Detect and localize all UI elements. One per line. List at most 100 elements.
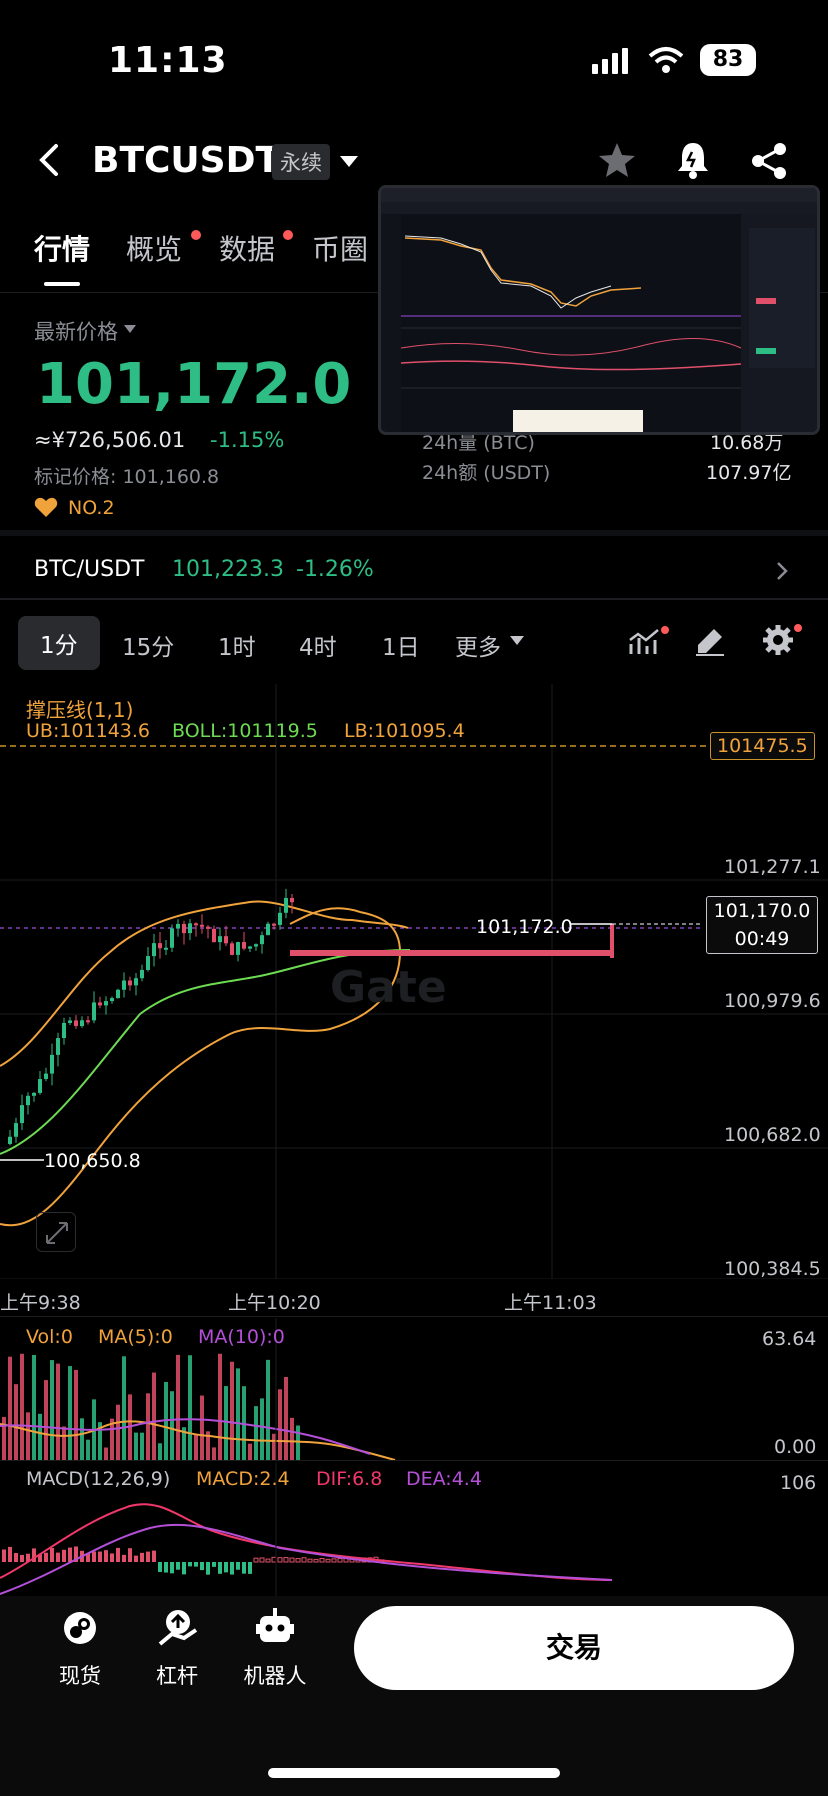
tab-overview[interactable]: 概览 <box>126 233 183 266</box>
volume-bar <box>254 1406 258 1460</box>
macd-bar <box>110 1553 114 1562</box>
macd-bar <box>331 1558 337 1563</box>
macd-bar <box>265 1558 271 1563</box>
timeframe-4h[interactable]: 4时 <box>299 635 337 661</box>
tab-market[interactable]: 行情 <box>34 233 91 266</box>
macd-bar <box>26 1553 30 1562</box>
candle-body <box>290 898 294 903</box>
symbol-title[interactable]: BTCUSDT <box>92 140 281 181</box>
volume-bar <box>296 1425 300 1460</box>
volume-bar <box>290 1417 294 1460</box>
back-arrow-icon[interactable] <box>36 142 62 178</box>
timeframe-more[interactable]: 更多 <box>455 635 501 661</box>
volume-bar <box>230 1361 234 1460</box>
volume-bar <box>74 1369 78 1460</box>
price-dropdown-caret-icon[interactable] <box>124 325 136 333</box>
dropdown-caret-icon[interactable] <box>340 156 358 168</box>
spot-pair[interactable]: BTC/USDT <box>34 557 145 582</box>
vol-btc-label: 24h量 (BTC) <box>422 432 535 454</box>
x-axis-label: 上午9:38 <box>0 1292 81 1314</box>
candle-body <box>164 947 168 950</box>
candle-body <box>182 923 186 934</box>
cellular-signal-icon <box>592 48 628 74</box>
price-change: -1.15% <box>210 428 285 452</box>
more-caret-icon[interactable] <box>510 636 524 645</box>
macd-bar <box>248 1562 252 1574</box>
volume-bar <box>98 1422 102 1460</box>
candle-body <box>110 998 114 1002</box>
candle-body <box>278 912 282 925</box>
volume-bar <box>200 1395 204 1460</box>
last-price-label[interactable]: 最新价格 <box>34 320 118 344</box>
settings-gear-icon[interactable] <box>762 624 794 656</box>
volume-bar <box>38 1413 42 1460</box>
draw-pen-icon[interactable] <box>694 626 726 656</box>
candle-body <box>44 1073 48 1080</box>
macd-bar <box>38 1554 42 1562</box>
robot-icon[interactable] <box>256 1608 294 1646</box>
chevron-right-icon[interactable] <box>776 561 788 581</box>
gate-watermark: Gate <box>330 962 447 1013</box>
macd-bar <box>176 1562 180 1570</box>
vol-btc: 10.68万 <box>710 432 784 454</box>
macd-bar <box>212 1562 216 1567</box>
volume-label: Vol:0 <box>26 1326 73 1348</box>
candle-body <box>230 943 234 955</box>
macd-bar <box>206 1562 210 1575</box>
margin-icon[interactable] <box>158 1608 198 1646</box>
spot-divider <box>0 598 828 600</box>
candle-body <box>218 936 222 943</box>
contract-type-badge[interactable]: 永续 <box>272 144 330 180</box>
macd-bar <box>295 1558 301 1563</box>
spot-icon[interactable] <box>62 1610 98 1646</box>
macd-bar <box>224 1562 228 1573</box>
candle-body <box>140 969 144 979</box>
volume-bar <box>2 1416 6 1460</box>
timeframe-1d[interactable]: 1日 <box>382 635 420 661</box>
battery-indicator: 83 <box>700 44 756 76</box>
candle-body <box>122 980 126 990</box>
indicator-icon[interactable] <box>628 626 662 656</box>
volume-bar <box>26 1412 30 1460</box>
macd-bar <box>319 1557 325 1563</box>
candle-body <box>206 926 210 929</box>
candlestick-chart[interactable]: 撑压线(1,1) UB:101143.6 BOLL:101119.5 LB:10… <box>0 684 828 1280</box>
volume-panel[interactable]: Vol:0 MA(5):0 MA(10):0 63.64 0.00 <box>0 1318 828 1460</box>
volume-bar <box>86 1439 90 1460</box>
macd-bar <box>68 1547 72 1562</box>
macd-panel[interactable]: MACD(12,26,9) MACD:2.4 DIF:6.8 DEA:4.4 1… <box>0 1462 828 1596</box>
timeframe-1h[interactable]: 1时 <box>218 635 256 661</box>
timeframe-15m[interactable]: 15分 <box>122 635 175 661</box>
candle-body <box>254 944 258 947</box>
candle-body <box>284 898 288 913</box>
floating-chart-thumbnail[interactable] <box>378 185 820 435</box>
candle-body <box>188 923 192 934</box>
volume-bar <box>170 1391 174 1460</box>
timeframe-1m[interactable]: 1分 <box>18 616 100 670</box>
nav-bot[interactable]: 机器人 <box>243 1664 307 1688</box>
trade-button[interactable]: 交易 <box>354 1606 794 1690</box>
candle-body <box>80 1020 84 1027</box>
star-icon[interactable] <box>598 142 636 178</box>
tab-crypto-circle[interactable]: 币圈 <box>312 233 369 266</box>
macd-bar <box>56 1552 60 1562</box>
macd-bar <box>116 1547 120 1562</box>
nav-margin[interactable]: 杠杆 <box>156 1664 198 1688</box>
rank-heart-icon <box>34 497 58 517</box>
bell-icon[interactable] <box>676 140 710 180</box>
macd-bar <box>182 1562 186 1575</box>
macd-bar <box>2 1549 6 1562</box>
macd-bar <box>92 1551 96 1562</box>
nav-spot[interactable]: 现货 <box>59 1664 101 1688</box>
macd-bar <box>104 1550 108 1562</box>
expand-chart-button[interactable] <box>36 1212 76 1252</box>
candle-body <box>248 946 252 949</box>
candle-body <box>26 1095 30 1106</box>
macd-dea: DEA:4.4 <box>406 1468 482 1490</box>
volume-bar <box>116 1404 120 1460</box>
share-icon[interactable] <box>750 142 788 180</box>
volume-bar <box>44 1380 48 1460</box>
tab-data[interactable]: 数据 <box>219 233 276 266</box>
macd-bar <box>259 1557 265 1563</box>
expand-icon <box>46 1222 68 1244</box>
